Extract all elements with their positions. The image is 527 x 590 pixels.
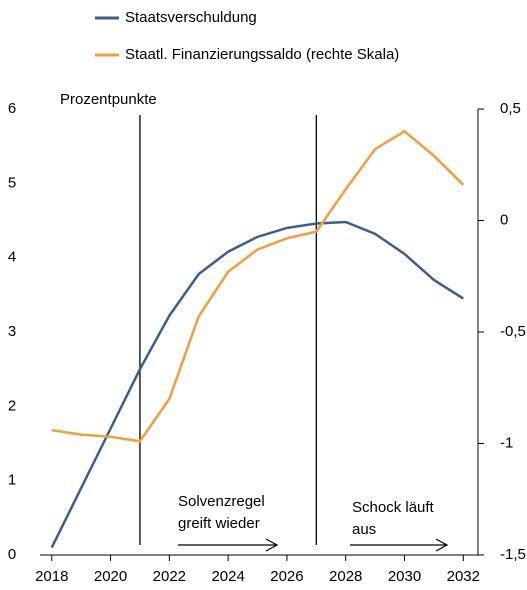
y2-tick-label: 0 (500, 211, 508, 228)
y-tick-label: 1 (8, 472, 16, 489)
y-tick-label: 3 (8, 323, 16, 340)
y2-tick-label: 0,5 (500, 100, 521, 117)
y2-tick-label: -1,5 (500, 546, 526, 563)
annotation: greift wieder (178, 515, 260, 532)
y2-tick-label: -0,5 (500, 323, 526, 340)
y2-tick-label: -1 (500, 434, 513, 451)
annotation: Solvenzregel (178, 493, 265, 510)
arrows (178, 538, 449, 552)
y-tick-label: 0 (8, 546, 16, 563)
y-tick-label: 4 (8, 249, 16, 266)
x-tick-label: 2032 (447, 568, 480, 585)
x-tick-label: 2022 (153, 568, 186, 585)
y-tick-label: 2 (8, 397, 16, 414)
annotation: aus (352, 521, 376, 538)
series-line (51, 129, 465, 443)
legend-label: Staatl. Finanzierungssaldo (rechte Skala… (125, 46, 399, 63)
x-tick-label: 2020 (94, 568, 127, 585)
x-tick-label: 2028 (329, 568, 362, 585)
annotation: Schock läuft (352, 499, 435, 516)
x-tick-label: 2030 (388, 568, 421, 585)
y-tick-label: 5 (8, 174, 16, 191)
x-tick-label: 2018 (35, 568, 68, 585)
x-tick-label: 2024 (211, 568, 244, 585)
legend-label: Staatsverschuldung (125, 9, 257, 26)
y-axis-label: Prozentpunkte (60, 91, 157, 108)
series-line (50, 220, 464, 549)
y-tick-label: 6 (8, 100, 16, 117)
x-tick-label: 2026 (270, 568, 303, 585)
